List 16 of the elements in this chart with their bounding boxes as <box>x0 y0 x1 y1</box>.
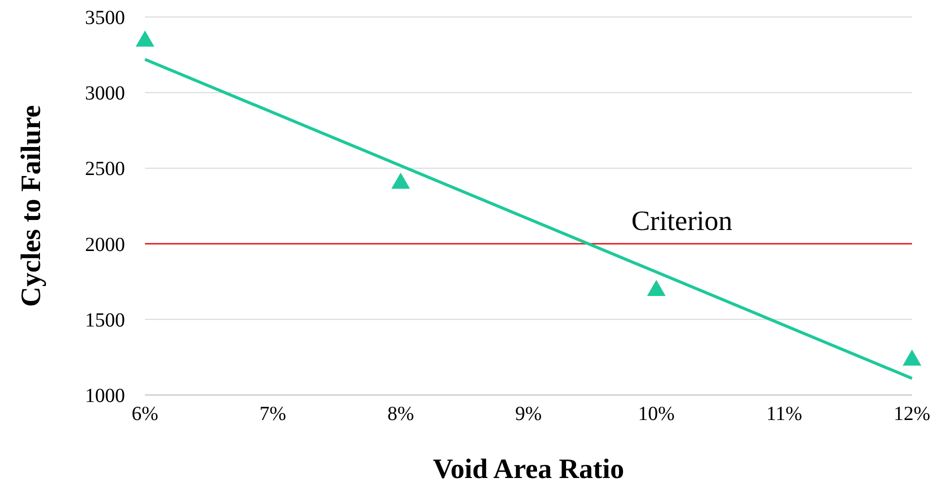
x-tick-label: 12% <box>894 403 930 425</box>
y-tick-label: 1000 <box>85 385 125 407</box>
y-axis-title: Cycles to Failure <box>16 105 47 307</box>
ref-line-label: Criterion <box>631 206 732 237</box>
x-tick-label: 11% <box>766 403 802 425</box>
x-tick-label: 7% <box>259 403 286 425</box>
y-tick-label: 1500 <box>85 309 125 332</box>
y-tick-label: 2000 <box>85 234 125 256</box>
y-tick-label: 3000 <box>85 82 125 105</box>
x-tick-label: 9% <box>515 403 542 425</box>
x-tick-label: 10% <box>638 403 675 425</box>
x-tick-label: 8% <box>387 403 414 425</box>
y-tick-label: 3500 <box>85 7 125 29</box>
y-tick-label: 2500 <box>85 158 125 180</box>
x-axis-title: Void Area Ratio <box>432 454 624 485</box>
x-tick-label: 6% <box>132 403 158 425</box>
